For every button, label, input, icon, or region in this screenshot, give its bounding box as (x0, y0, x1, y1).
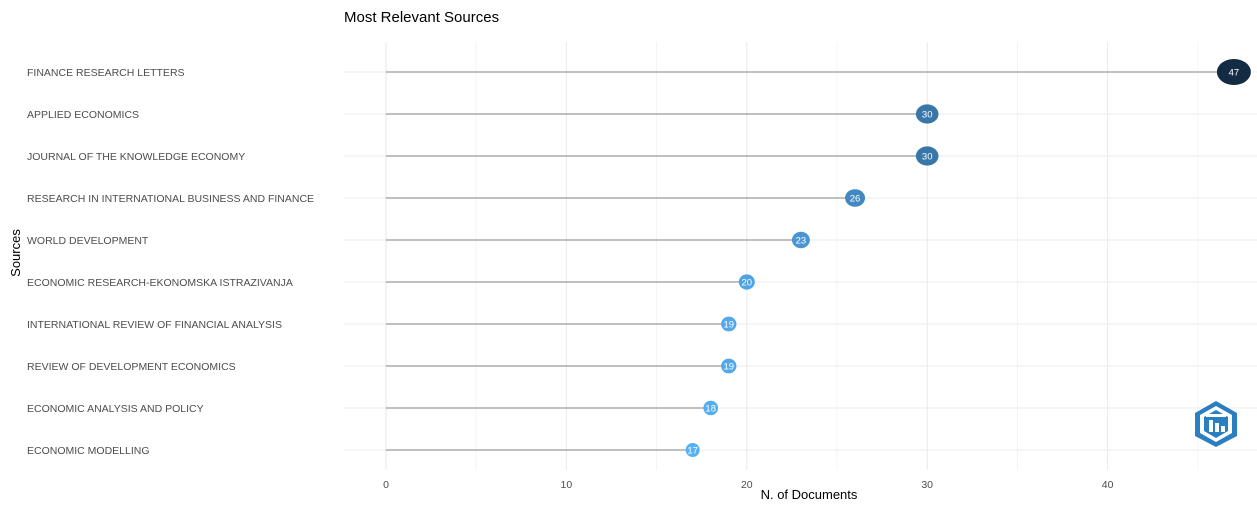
lollipop-point (791, 231, 810, 249)
data-label: 47 (1229, 68, 1240, 79)
y-category-label: ECONOMIC RESEARCH-EKONOMSKA ISTRAZIVANJA (27, 277, 293, 289)
x-axis-ticks: 0 10 20 30 40 (383, 479, 1114, 491)
lollipop-point (703, 400, 719, 416)
y-axis-labels: FINANCE RESEARCH LETTERS APPLIED ECONOMIC… (27, 67, 314, 457)
y-category-label: FINANCE RESEARCH LETTERS (27, 67, 185, 79)
x-tick-label: 30 (921, 479, 933, 491)
y-category-label: INTERNATIONAL REVIEW OF FINANCIAL ANALYS… (27, 319, 282, 331)
lollipop-point (1216, 59, 1251, 85)
x-tick-label: 0 (383, 479, 389, 491)
lollipop-point (685, 443, 700, 457)
y-category-label: ECONOMIC ANALYSIS AND POLICY (27, 403, 204, 415)
y-category-label: APPLIED ECONOMICS (27, 109, 139, 121)
data-label: 20 (742, 278, 753, 289)
lollipop-point (915, 104, 939, 124)
lollipop-point (845, 189, 866, 207)
y-category-label: WORLD DEVELOPMENT (27, 235, 149, 247)
data-label: 19 (723, 320, 734, 331)
chart-title: Most Relevant Sources (344, 9, 499, 26)
lollipop-point (721, 316, 737, 332)
grid-lines (344, 42, 1257, 470)
lollipop-point (721, 358, 737, 374)
lollipop-points: 47 30 30 26 23 20 19 19 18 17 (685, 59, 1251, 457)
data-label: 23 (796, 236, 807, 247)
data-label: 17 (687, 446, 698, 457)
data-label: 19 (723, 362, 734, 373)
data-label: 26 (850, 194, 861, 205)
data-label: 30 (922, 152, 933, 163)
data-label: 18 (705, 404, 716, 415)
y-category-label: REVIEW OF DEVELOPMENT ECONOMICS (27, 361, 236, 373)
lollipop-point (915, 146, 939, 166)
x-tick-label: 40 (1102, 479, 1114, 491)
x-axis-title: N. of Documents (761, 487, 858, 502)
lollipop-stems (386, 71, 1234, 451)
y-category-label: ECONOMIC MODELLING (27, 445, 150, 457)
y-category-label: RESEARCH IN INTERNATIONAL BUSINESS AND F… (27, 193, 314, 205)
y-axis-title: Sources (8, 229, 23, 277)
bibliometrix-logo-icon (1195, 401, 1237, 447)
x-tick-label: 10 (561, 479, 573, 491)
x-tick-label: 20 (741, 479, 753, 491)
data-label: 30 (922, 110, 933, 121)
y-category-label: JOURNAL OF THE KNOWLEDGE ECONOMY (27, 151, 245, 163)
lollipop-point (738, 274, 755, 290)
